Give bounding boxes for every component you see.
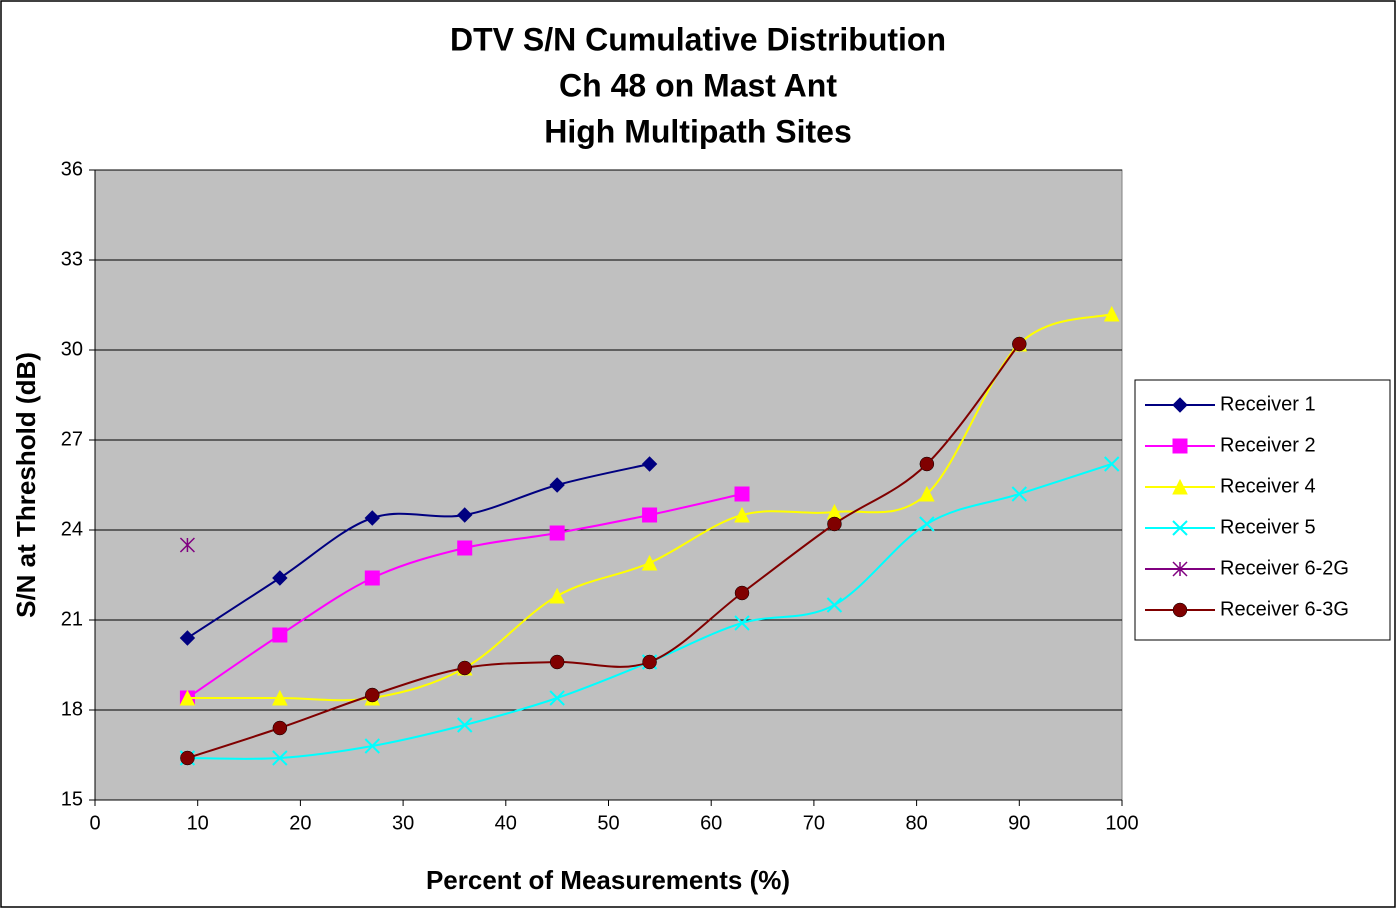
- marker: [641, 554, 658, 571]
- plot-area: [94, 169, 1123, 801]
- marker: [457, 660, 472, 676]
- marker: [1011, 486, 1028, 502]
- marker: [272, 720, 288, 736]
- x-tick-label: 100: [1105, 812, 1138, 834]
- legend-label: Receiver 4: [1220, 475, 1316, 497]
- marker: [549, 690, 565, 706]
- marker: [549, 525, 565, 541]
- chart-title: High Multipath Sites: [544, 113, 852, 149]
- marker: [734, 585, 750, 601]
- marker: [179, 689, 196, 706]
- x-tick-label: 80: [905, 812, 927, 834]
- marker: [549, 587, 565, 604]
- marker: [364, 510, 380, 526]
- marker: [734, 506, 750, 523]
- marker: [734, 486, 750, 502]
- x-tick-label: 50: [597, 812, 619, 834]
- marker: [827, 516, 842, 532]
- x-tick-label: 20: [289, 812, 311, 834]
- y-tick-label: 33: [61, 248, 83, 270]
- x-tick-label: 0: [89, 812, 100, 834]
- marker: [180, 750, 195, 766]
- y-tick-label: 15: [61, 788, 83, 810]
- marker: [1172, 478, 1188, 495]
- legend-label: Receiver 1: [1220, 393, 1316, 415]
- y-tick-label: 27: [61, 428, 83, 450]
- y-axis-title: S/N at Threshold (dB): [11, 352, 41, 618]
- marker: [179, 630, 196, 646]
- marker: [1172, 397, 1188, 413]
- y-tick-label: 18: [61, 698, 83, 720]
- legend-label: Receiver 5: [1220, 516, 1316, 538]
- marker: [642, 654, 657, 670]
- chart-title: Ch 48 on Mast Ant: [559, 67, 837, 103]
- marker: [1172, 520, 1188, 536]
- marker: [1012, 336, 1027, 352]
- marker: [641, 456, 658, 472]
- marker: [919, 456, 935, 472]
- y-tick-label: 21: [61, 608, 83, 630]
- marker: [272, 627, 288, 643]
- marker: [365, 687, 380, 703]
- marker: [457, 540, 473, 556]
- y-tick-label: 30: [61, 338, 83, 360]
- series-line: [186, 463, 650, 639]
- x-axis-title: Percent of Measurements (%): [426, 865, 790, 895]
- x-tick-label: 30: [392, 812, 414, 834]
- marker: [1104, 456, 1120, 472]
- legend: [1134, 379, 1391, 641]
- marker: [734, 615, 750, 631]
- marker: [1103, 305, 1120, 322]
- x-tick-label: 90: [1008, 812, 1030, 834]
- marker: [1172, 602, 1188, 618]
- marker: [364, 738, 380, 754]
- x-tick-label: 10: [187, 812, 209, 834]
- legend-label: Receiver 2: [1220, 434, 1316, 456]
- marker: [826, 597, 843, 613]
- y-tick-label: 36: [61, 158, 83, 180]
- marker: [272, 689, 288, 706]
- marker: [272, 570, 288, 586]
- y-tick-label: 24: [61, 518, 83, 540]
- marker: [919, 516, 935, 532]
- marker: [1172, 438, 1188, 454]
- x-tick-label: 60: [700, 812, 722, 834]
- marker: [179, 537, 195, 553]
- series-line: [187, 343, 1021, 759]
- marker: [457, 507, 473, 523]
- marker: [919, 485, 935, 502]
- legend-label: Receiver 6-3G: [1220, 598, 1349, 620]
- marker: [549, 477, 565, 493]
- marker: [272, 750, 288, 766]
- x-tick-label: 70: [803, 812, 825, 834]
- marker: [457, 717, 473, 733]
- legend-label: Receiver 6-2G: [1220, 557, 1349, 579]
- marker: [642, 507, 658, 523]
- marker: [1172, 561, 1188, 577]
- chart-title: DTV S/N Cumulative Distribution: [450, 21, 946, 57]
- x-tick-label: 40: [495, 812, 517, 834]
- marker: [364, 570, 380, 586]
- marker: [549, 654, 565, 670]
